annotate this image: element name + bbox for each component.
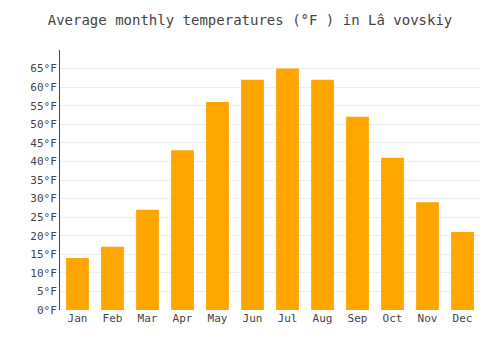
svg-text:Apr: Apr [173, 312, 193, 325]
svg-text:20°F: 20°F [30, 230, 57, 243]
svg-text:Nov: Nov [418, 312, 438, 325]
svg-text:35°F: 35°F [30, 174, 57, 187]
svg-text:50°F: 50°F [30, 118, 57, 131]
svg-text:Sep: Sep [348, 312, 368, 325]
svg-text:Dec: Dec [453, 312, 473, 325]
svg-text:Average monthly temperatures (: Average monthly temperatures (°F ) in Lâ… [48, 12, 453, 28]
svg-text:55°F: 55°F [30, 100, 57, 113]
svg-text:Feb: Feb [103, 312, 123, 325]
svg-text:25°F: 25°F [30, 211, 57, 224]
svg-text:45°F: 45°F [30, 137, 57, 150]
svg-text:0°F: 0°F [37, 304, 57, 317]
svg-text:5°F: 5°F [37, 285, 57, 298]
svg-text:10°F: 10°F [30, 267, 57, 280]
svg-text:65°F: 65°F [30, 62, 57, 75]
svg-text:30°F: 30°F [30, 192, 57, 205]
svg-text:Aug: Aug [313, 312, 333, 325]
svg-text:60°F: 60°F [30, 81, 57, 94]
svg-text:Jan: Jan [68, 312, 88, 325]
svg-text:Mar: Mar [138, 312, 158, 325]
svg-text:Oct: Oct [383, 312, 403, 325]
svg-text:40°F: 40°F [30, 155, 57, 168]
svg-text:Jun: Jun [243, 312, 263, 325]
svg-text:15°F: 15°F [30, 248, 57, 261]
svg-text:May: May [208, 312, 228, 325]
svg-text:Jul: Jul [278, 312, 298, 325]
